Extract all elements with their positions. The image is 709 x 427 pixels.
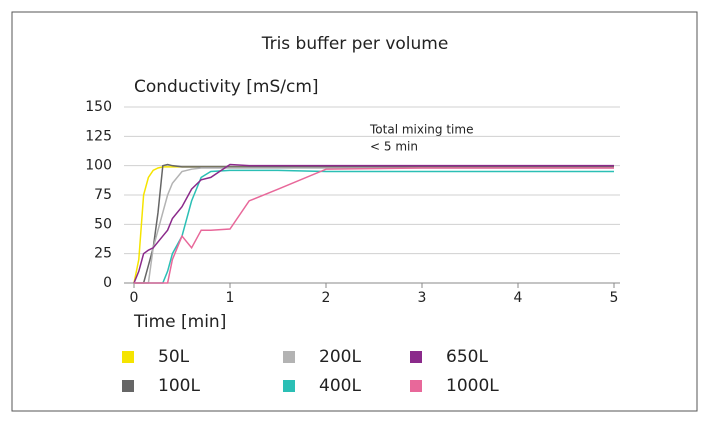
- x-tick-label: 0: [130, 290, 139, 306]
- legend-swatch: [410, 380, 422, 392]
- x-tick-label: 5: [610, 290, 619, 306]
- series-line: [134, 167, 614, 284]
- legend-label: 200L: [319, 347, 361, 367]
- legend-label: 50L: [158, 347, 190, 367]
- y-axis-label: Conductivity [mS/cm]: [134, 77, 319, 97]
- y-tick-label: 150: [85, 99, 112, 115]
- x-axis-label: Time [min]: [133, 312, 226, 332]
- y-tick-label: 100: [85, 158, 112, 174]
- y-tick-label: 25: [94, 246, 112, 262]
- legend-label: 1000L: [446, 376, 499, 396]
- y-tick-label: 0: [103, 275, 112, 291]
- series-line: [133, 163, 614, 284]
- legend-swatch: [122, 380, 134, 392]
- x-tick-label: 3: [418, 290, 427, 306]
- legend-swatch: [283, 380, 295, 392]
- annotation: < 5 min: [370, 140, 418, 154]
- annotation: Total mixing time: [369, 123, 473, 137]
- y-tick-label: 125: [85, 128, 112, 144]
- legend-swatch: [283, 351, 295, 363]
- x-tick-label: 4: [514, 290, 523, 306]
- frame: [11, 11, 698, 412]
- legend-label: 100L: [158, 376, 200, 396]
- chart-title: Tris buffer per volume: [261, 34, 449, 54]
- y-tick-label: 75: [94, 187, 112, 203]
- y-tick-label: 50: [94, 216, 112, 232]
- legend-swatch: [122, 351, 134, 363]
- legend-swatch: [410, 351, 422, 363]
- legend-label: 400L: [319, 376, 361, 396]
- legend-label: 650L: [446, 347, 488, 367]
- x-tick-label: 1: [226, 290, 235, 306]
- series-line: [134, 163, 614, 284]
- x-tick-label: 2: [322, 290, 331, 306]
